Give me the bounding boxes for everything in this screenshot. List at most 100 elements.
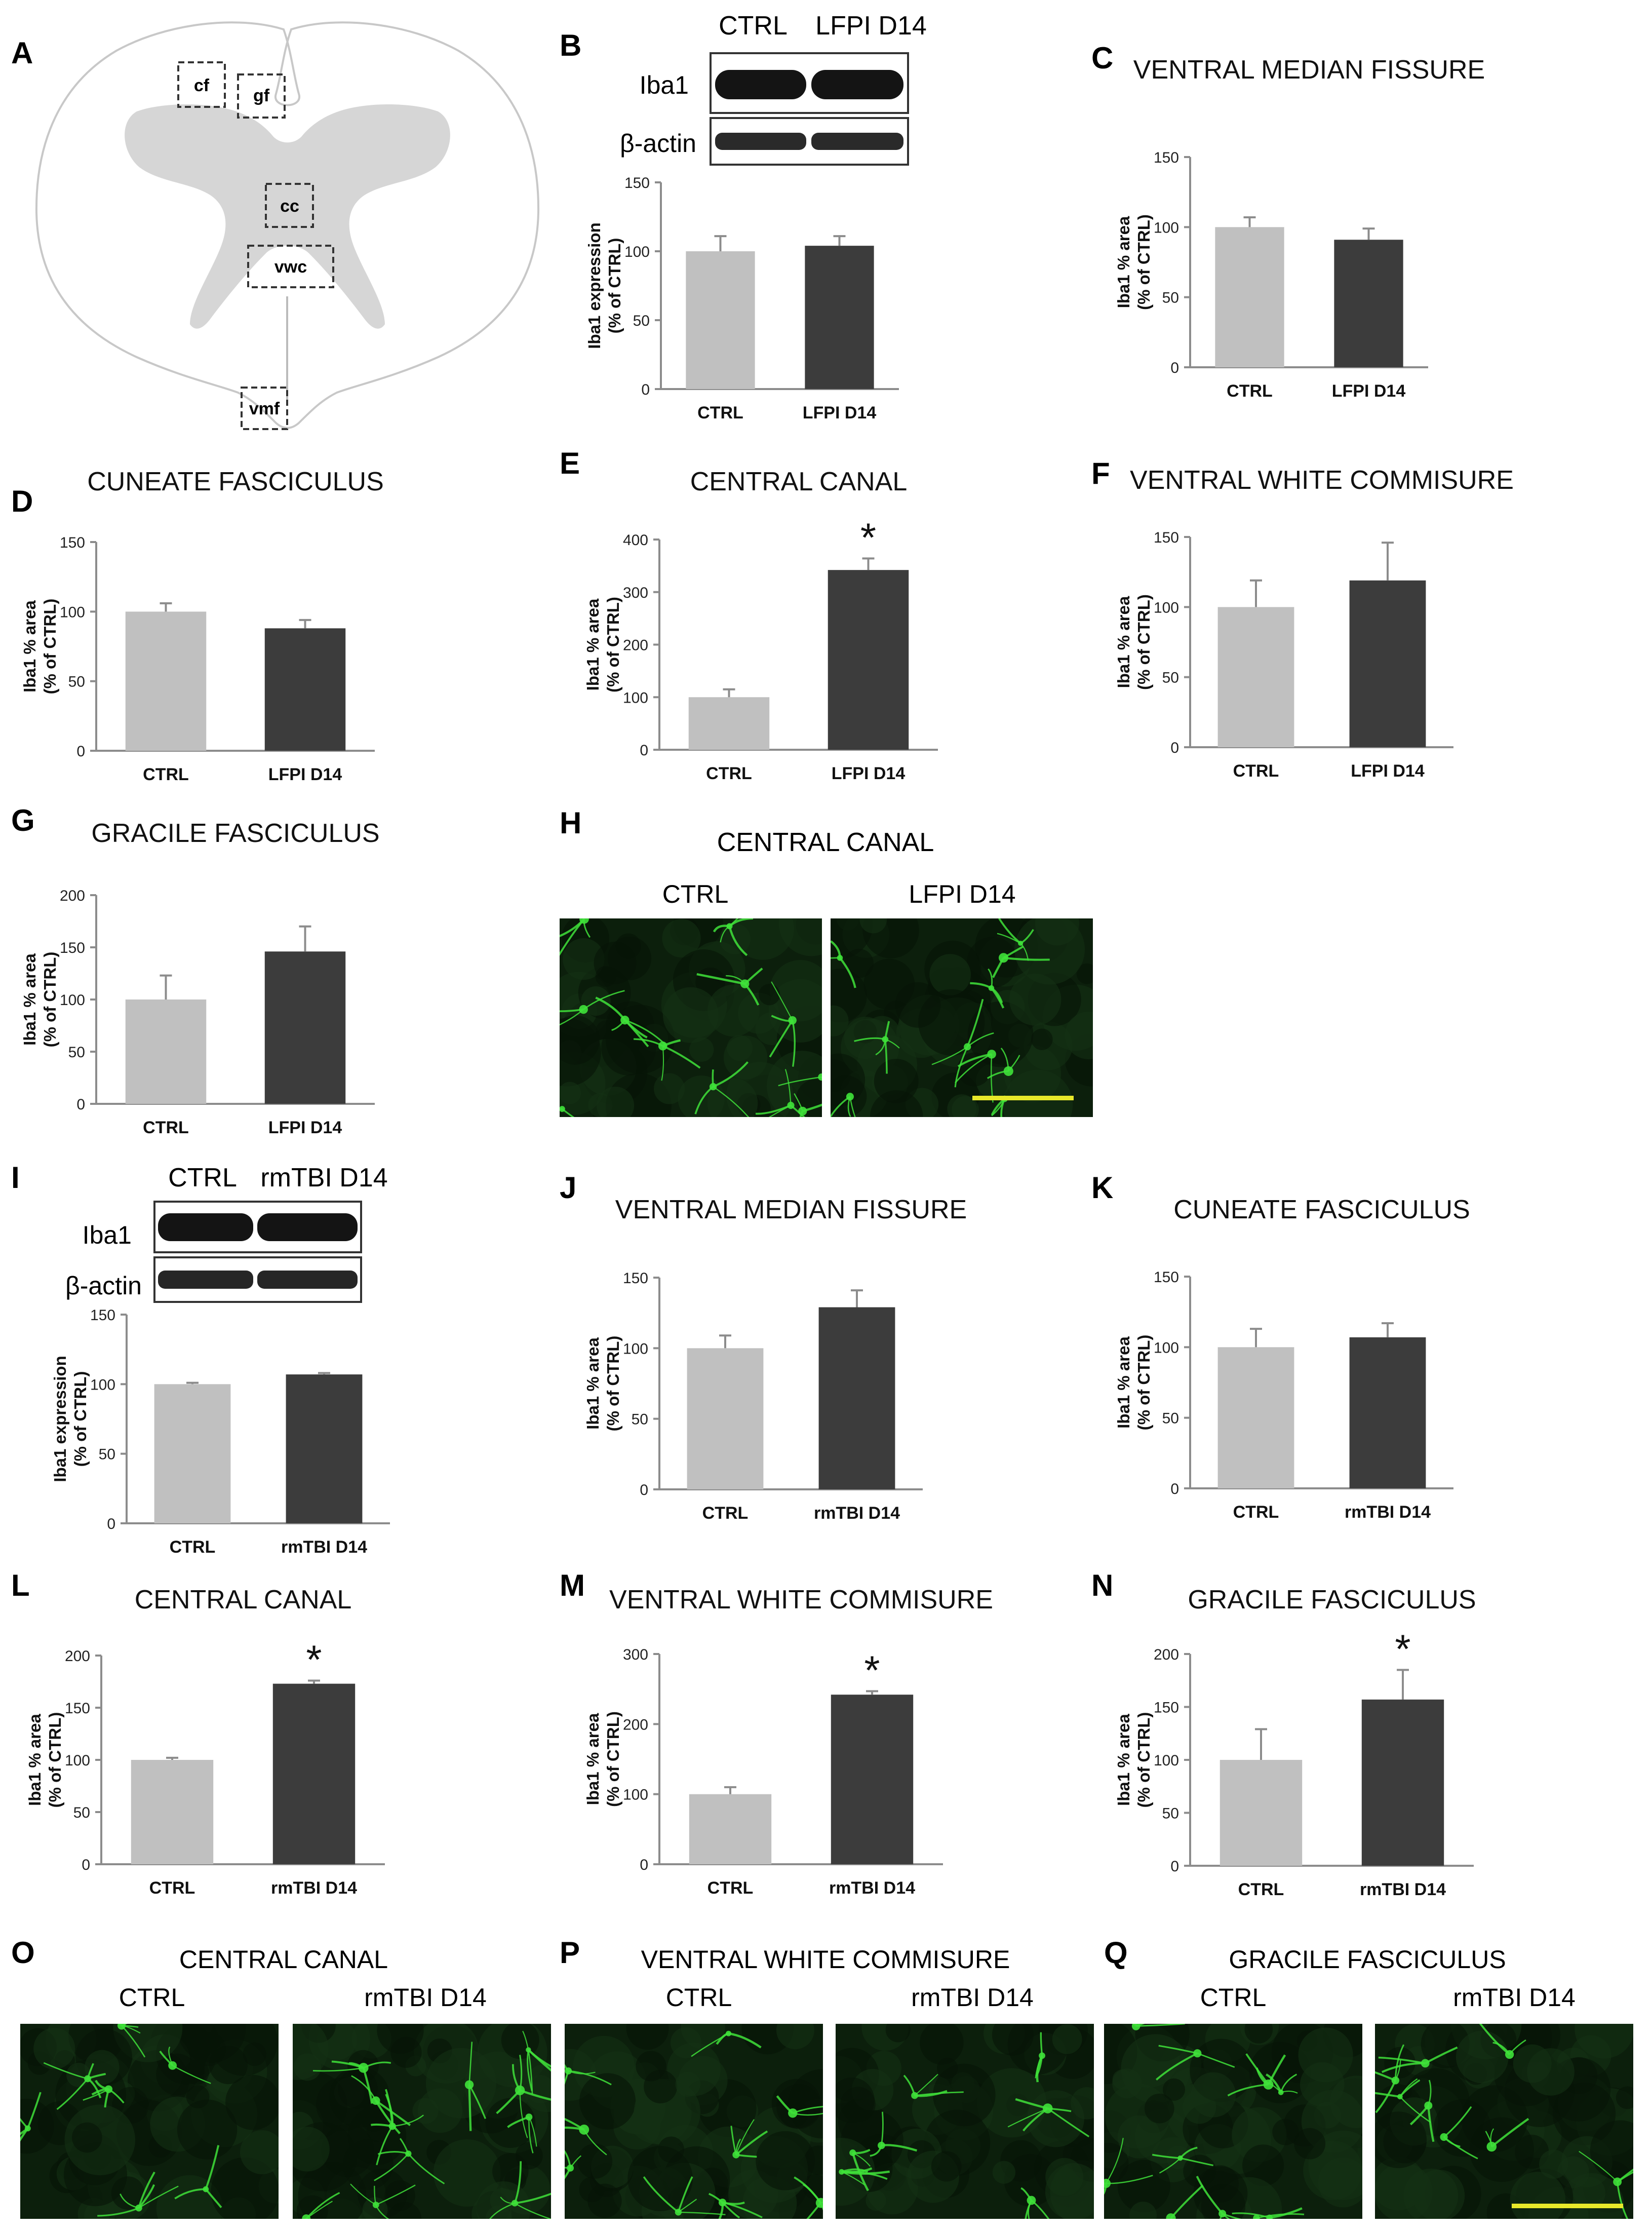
- chart-c-y-label-line: Iba1 % area: [1114, 216, 1133, 308]
- micrograph-texture: [387, 2202, 422, 2219]
- chart-d-y-tick-label: 150: [60, 534, 85, 551]
- microglia-process: [1222, 2213, 1242, 2219]
- micrograph-texture: [1375, 2111, 1427, 2168]
- microglia-process: [1132, 2024, 1136, 2027]
- micrograph-texture: [870, 1090, 923, 1117]
- chart-j-y-tick-label: 50: [632, 1411, 648, 1428]
- microglia-process: [121, 2025, 146, 2058]
- microglia-process: [662, 1039, 681, 1047]
- chart-k-y-tick-label: 50: [1162, 1410, 1179, 1427]
- chart-i-category-label: CTRL: [170, 1537, 216, 1557]
- microglia-process: [168, 2046, 173, 2066]
- chart-g-y-label-line: (% of CTRL): [41, 952, 59, 1048]
- chart-j-bar-ctrl: [687, 1348, 764, 1489]
- chart-e-y-tick-label: 300: [623, 585, 648, 601]
- microglia-process: [376, 2126, 394, 2166]
- panel-letter-f: F: [1091, 456, 1110, 490]
- chart-g-category-label: CTRL: [143, 1118, 189, 1137]
- chart-k-y-tick-label: 150: [1154, 1269, 1179, 1286]
- microglia-process: [802, 2183, 822, 2204]
- chart-b-bar-ctrl: [686, 251, 755, 389]
- chart-e-significance-star: *: [860, 515, 876, 560]
- chart-n-bar-ctrl: [1220, 1760, 1303, 1866]
- micrograph-texture: [485, 2098, 536, 2148]
- band-iba1-ctrl: [715, 70, 806, 99]
- chart-g-y-label: Iba1 % area(% of CTRL): [20, 952, 59, 1048]
- microglia-process: [1579, 2150, 1618, 2182]
- micrograph-canvas: [565, 2024, 823, 2219]
- blot-i-lane-injury: rmTBI D14: [260, 1163, 387, 1193]
- micrograph-texture: [933, 2063, 996, 2127]
- micrograph-texture: [1052, 2024, 1082, 2054]
- microglia-process: [87, 2063, 94, 2079]
- microglia-process: [806, 2202, 822, 2219]
- microglia-process: [847, 1096, 851, 1117]
- microglia-process: [565, 2064, 569, 2072]
- micrograph-texture: [1539, 2149, 1568, 2179]
- chart-f-y-label: Iba1 % area(% of CTRL): [1114, 594, 1153, 690]
- micrograph-texture: [1003, 1069, 1073, 1117]
- chart-j-category-label: rmTBI D14: [814, 1504, 900, 1523]
- microglia-process: [875, 1039, 886, 1056]
- microglia-process: [1617, 2171, 1633, 2183]
- microglia-process: [1104, 2183, 1108, 2195]
- region-label-vwc: vwc: [274, 257, 307, 277]
- microglia-process: [20, 2118, 29, 2129]
- micrograph-texture: [707, 1078, 758, 1117]
- microglia-process: [954, 1046, 968, 1088]
- chart-m-y-label-line: Iba1 % area: [583, 1713, 602, 1805]
- chart-i-category-label: rmTBI D14: [281, 1537, 367, 1557]
- chart-f-y-label-line: (% of CTRL): [1134, 594, 1153, 690]
- microglia-process: [565, 2070, 569, 2085]
- chart-i-bar-injury: [286, 1374, 363, 1523]
- microglia-process: [709, 2193, 723, 2204]
- micro-p-label-ctrl: CTRL: [666, 1983, 732, 2012]
- chart-i-y-tick-label: 100: [90, 1376, 115, 1393]
- micrograph-texture: [560, 1015, 600, 1065]
- micrograph-texture: [296, 2195, 328, 2219]
- chart-m-title: VENTRAL WHITE COMMISURE: [609, 1585, 993, 1614]
- microglia-process: [1443, 2106, 1472, 2138]
- microglia-process: [527, 2050, 533, 2091]
- microglia-process: [1269, 2207, 1303, 2219]
- panel-letter-j: J: [560, 1171, 576, 1205]
- microglia-process: [1031, 2200, 1050, 2219]
- chart-m-y-label-line: (% of CTRL): [604, 1711, 622, 1807]
- microglia-process: [967, 1032, 994, 1048]
- chart-f: VENTRAL WHITE COMMISURE 0 50 100 150 Iba1 % a…: [1114, 466, 1514, 781]
- microglia-process: [468, 2085, 472, 2131]
- microglia-process: [988, 968, 993, 988]
- microglia-process: [1015, 2098, 1048, 2110]
- micrograph-texture: [731, 918, 794, 960]
- chart-c-y-tick-label: 150: [1154, 149, 1179, 166]
- microglia-process: [138, 2185, 179, 2209]
- microglia-process: [852, 2152, 871, 2167]
- microglia-process: [1007, 2108, 1048, 2128]
- microglia-process: [1394, 2044, 1405, 2081]
- microglia-process: [696, 973, 745, 985]
- micro-q-label-ctrl: CTRL: [1200, 1983, 1267, 2012]
- chart-c-y-tick-label: 100: [1154, 219, 1179, 236]
- micrograph-texture: [931, 2151, 962, 2182]
- micrograph-texture: [992, 2161, 1016, 2184]
- chart-g-title: GRACILE FASCICULUS: [91, 819, 379, 848]
- microglia-process: [881, 2111, 884, 2146]
- micrograph-texture: [1527, 2048, 1575, 2096]
- chart-k-y-label-line: Iba1 % area: [1114, 1336, 1133, 1429]
- chart-i-y-tick-label: 0: [107, 1516, 115, 1532]
- microglia-process: [713, 1061, 749, 1088]
- chart-b-y-label-line: (% of CTRL): [605, 238, 624, 334]
- micrograph-texture: [1294, 2128, 1326, 2160]
- microglia-process: [966, 998, 984, 1048]
- micro-o-ctrl-image: [20, 2024, 279, 2219]
- chart-m: VENTRAL WHITE COMMISURE 0 100 200 300 Iba1 % …: [583, 1585, 993, 1898]
- microglia-process: [1156, 2052, 1198, 2081]
- microglia-process: [768, 1105, 792, 1117]
- microglia-process: [468, 2042, 473, 2085]
- microglia-process: [778, 1076, 822, 1087]
- microglia-process: [565, 2150, 571, 2168]
- micrograph-texture: [156, 2053, 198, 2096]
- microglia-process: [496, 2089, 521, 2114]
